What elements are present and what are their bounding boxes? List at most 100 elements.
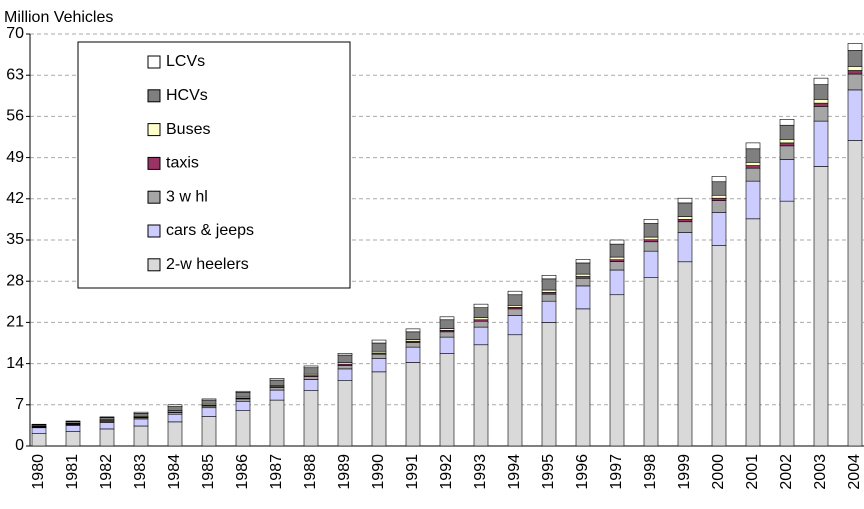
bar-segment — [439, 336, 455, 354]
x-tick-label: 1987 — [268, 454, 285, 490]
bar-segment — [201, 399, 217, 405]
bar-segment — [439, 353, 455, 447]
legend-swatch — [147, 89, 161, 103]
bar-segment — [575, 273, 591, 277]
y-tick-label: 0 — [15, 437, 24, 454]
x-tick-label: 1998 — [642, 454, 659, 490]
bar-segment — [677, 221, 693, 233]
x-tick-label: 1990 — [370, 454, 387, 490]
bar-segment — [813, 77, 829, 85]
y-tick-label: 42 — [6, 190, 24, 207]
bar-segment — [405, 331, 421, 340]
y-tick-label: 70 — [6, 25, 24, 42]
legend-swatch — [147, 224, 161, 238]
bar-segment — [235, 410, 251, 447]
bar-segment — [643, 223, 659, 238]
x-tick-label: 2003 — [812, 454, 829, 490]
bar-segment — [405, 362, 421, 447]
y-tick-label: 7 — [15, 396, 24, 413]
bar-segment — [609, 239, 625, 245]
bar-segment — [65, 420, 81, 422]
legend-label: cars & jeeps — [166, 222, 254, 239]
x-tick-label: 1993 — [472, 454, 489, 490]
bar-segment — [643, 250, 659, 278]
bar-segment — [405, 346, 421, 363]
bar-segment — [473, 307, 489, 318]
x-tick-label: 1996 — [574, 454, 591, 490]
bar-segment — [439, 316, 455, 321]
x-tick-label: 1988 — [302, 454, 319, 490]
x-tick-label: 1991 — [404, 454, 421, 490]
x-tick-label: 1994 — [506, 454, 523, 490]
x-tick-label: 1980 — [30, 454, 47, 490]
bar-segment — [847, 50, 863, 67]
bar-segment — [711, 194, 727, 199]
bar-segment — [847, 140, 863, 447]
bar-segment — [235, 400, 251, 411]
bar-segment — [745, 162, 761, 166]
bar-segment — [133, 418, 149, 427]
bar-segment — [643, 277, 659, 447]
y-tick-label: 35 — [6, 231, 24, 248]
bar-segment — [711, 176, 727, 183]
x-tick-label: 1986 — [234, 454, 251, 490]
bar-segment — [847, 43, 863, 51]
bar-segment — [643, 241, 659, 252]
bar-segment — [541, 293, 557, 302]
bar-segment — [813, 99, 829, 104]
bar-segment — [235, 392, 251, 398]
bar-segment — [473, 326, 489, 346]
bar-segment — [609, 294, 625, 447]
bar-segment — [745, 180, 761, 220]
bar-segment — [99, 416, 115, 418]
bar-segment — [779, 159, 795, 202]
bar-segment — [813, 120, 829, 167]
x-tick-label: 1984 — [166, 454, 183, 490]
legend-label: LCVs — [166, 53, 205, 70]
bar-segment — [269, 379, 285, 386]
bar-segment — [643, 219, 659, 224]
bar-segment — [609, 269, 625, 296]
bar-segment — [167, 404, 183, 407]
bar-segment — [405, 342, 421, 348]
bar-segment — [99, 422, 115, 430]
bar-segment — [31, 427, 47, 434]
bar-segment — [813, 106, 829, 122]
bar-segment — [541, 322, 557, 447]
bar-segment — [371, 358, 387, 373]
legend-label: 2-w heelers — [166, 256, 249, 273]
bar-segment — [609, 261, 625, 271]
x-tick-label: 1981 — [64, 454, 81, 490]
bar-segment — [31, 433, 47, 447]
bar-segment — [575, 259, 591, 264]
x-tick-label: 1997 — [608, 454, 625, 490]
bar-segment — [269, 389, 285, 401]
bar-segment — [745, 142, 761, 150]
bar-segment — [779, 139, 795, 144]
legend-swatch — [147, 190, 161, 204]
bar-segment — [711, 181, 727, 196]
y-tick-label: 56 — [6, 108, 24, 125]
bar-segment — [745, 148, 761, 163]
legend-swatch — [147, 156, 161, 170]
x-tick-label: 2001 — [744, 454, 761, 490]
bar-segment — [337, 380, 353, 447]
bar-segment — [167, 406, 183, 411]
bar-segment — [745, 218, 761, 447]
bar-segment — [711, 212, 727, 246]
x-tick-label: 1992 — [438, 454, 455, 490]
bar-segment — [847, 70, 863, 75]
bar-segment — [507, 334, 523, 447]
x-tick-label: 1989 — [336, 454, 353, 490]
bar-segment — [507, 290, 523, 296]
bar-segment — [847, 73, 863, 91]
bar-segment — [371, 342, 387, 352]
bar-segment — [643, 239, 659, 243]
bar-segment — [779, 142, 795, 147]
bar-segment — [337, 354, 353, 364]
bar-segment — [813, 84, 829, 100]
legend-swatch — [147, 55, 161, 69]
bar-segment — [541, 300, 557, 323]
bar-segment — [609, 256, 625, 261]
bar-segment — [371, 339, 387, 344]
